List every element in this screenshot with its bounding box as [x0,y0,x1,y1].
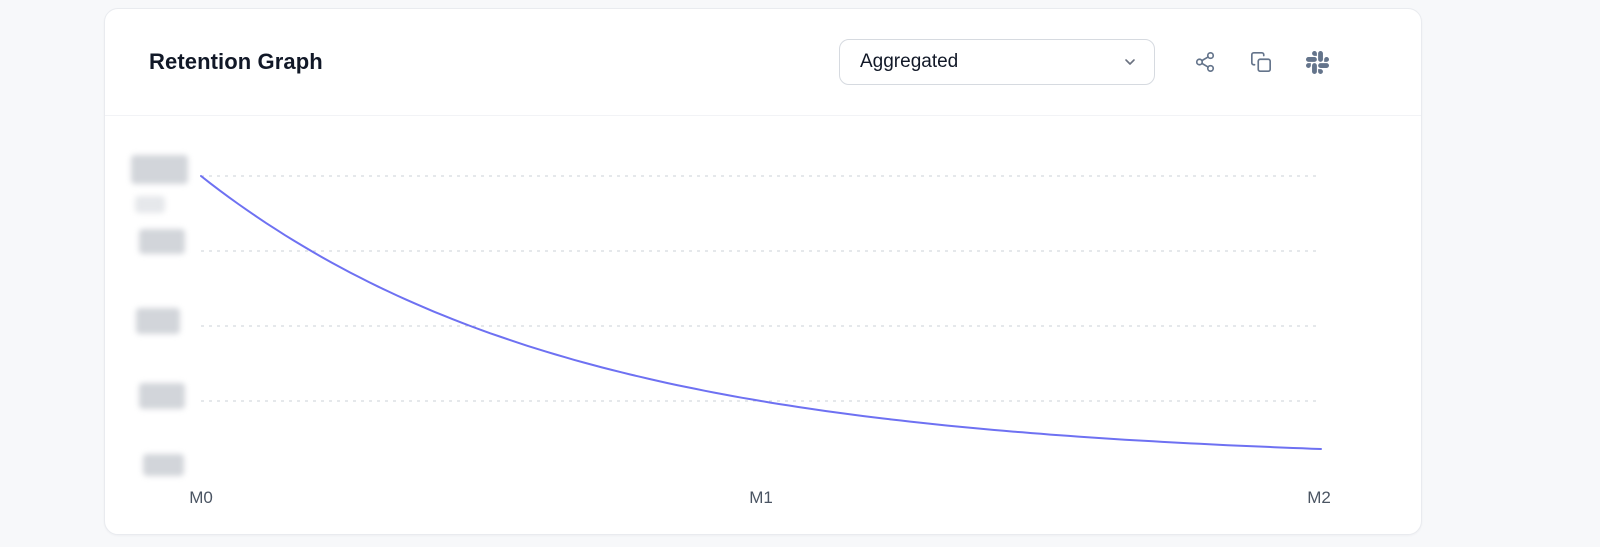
aggregation-dropdown-value: Aggregated [860,51,959,72]
y-axis-label-redacted [135,196,165,213]
chart-canvas [200,175,1322,450]
chart-gridlines [201,175,1321,402]
retention-graph-card: Retention Graph Aggregated [104,8,1422,535]
y-axis-label-redacted [136,308,180,334]
copy-icon[interactable] [1249,50,1273,74]
chevron-down-icon [1122,54,1138,70]
y-axis-label-redacted [139,229,185,254]
y-axis-label-redacted [143,454,184,476]
x-tick-m0: M0 [189,488,213,507]
aggregation-dropdown[interactable]: Aggregated [839,39,1155,85]
retention-chart: M0 M1 M2 [105,116,1423,536]
x-tick-m1: M1 [749,488,773,507]
y-axis-label-redacted [131,155,188,184]
slack-icon[interactable] [1305,50,1329,74]
y-axis-label-redacted [139,383,185,409]
share-icon[interactable] [1193,50,1217,74]
retention-curve [200,175,1322,450]
card-title: Retention Graph [149,49,323,74]
header-controls: Aggregated [839,9,1329,115]
card-header: Retention Graph Aggregated [105,9,1421,116]
x-tick-m2: M2 [1307,488,1331,507]
